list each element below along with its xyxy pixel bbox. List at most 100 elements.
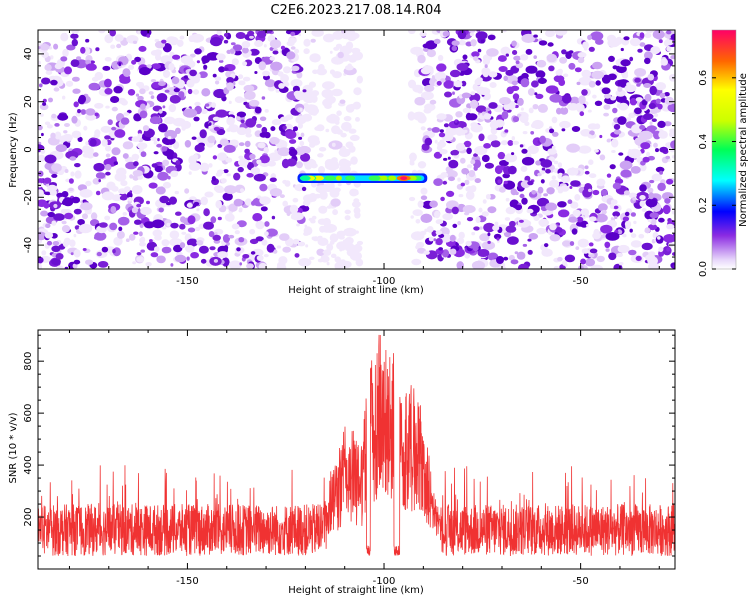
heatmap-cell xyxy=(639,42,646,47)
heatmap-cell xyxy=(76,56,82,60)
heatmap-cell xyxy=(635,97,643,102)
heatmap-cell xyxy=(291,79,298,87)
heatmap-cell xyxy=(502,173,511,179)
heatmap-cell xyxy=(330,198,341,207)
heatmap-cell xyxy=(253,173,266,182)
heatmap-cell xyxy=(231,58,239,66)
heatmap-cell xyxy=(151,81,160,89)
heatmap-cell xyxy=(503,75,509,82)
heatmap-cell xyxy=(435,230,443,236)
heatmap-cell xyxy=(436,80,442,86)
heatmap-cell xyxy=(71,196,81,204)
heatmap-cell xyxy=(527,238,532,242)
heatmap-cell xyxy=(229,48,235,54)
heatmap-cell xyxy=(629,98,638,106)
heatmap-cell xyxy=(487,240,491,244)
heatmap-cell xyxy=(348,145,356,153)
heatmap-cell xyxy=(449,234,456,242)
heatmap-cell xyxy=(118,226,123,232)
heatmap-cell xyxy=(77,136,83,142)
heatmap-cell xyxy=(189,69,198,77)
heatmap-cell xyxy=(264,109,269,113)
heatmap-cell xyxy=(317,218,327,225)
heatmap-cell xyxy=(149,239,153,243)
heatmap-cell xyxy=(518,263,529,269)
heatmap-cell xyxy=(140,249,145,253)
heatmap-cell xyxy=(261,239,268,246)
heatmap-cell xyxy=(349,134,360,141)
y-tick-label: 600 xyxy=(23,404,34,423)
heatmap-cell xyxy=(447,156,451,160)
heatmap-cell xyxy=(118,62,122,67)
heatmap-cell xyxy=(44,64,52,71)
heatmap-cell xyxy=(420,91,434,101)
heatmap-cell xyxy=(334,256,341,263)
heatmap-cell xyxy=(230,42,236,46)
heatmap-cell xyxy=(647,73,655,81)
heatmap-cell xyxy=(105,105,110,109)
heatmap-cell xyxy=(509,220,516,227)
heatmap-cell xyxy=(64,66,72,75)
signal-peak-core xyxy=(400,176,408,180)
heatmap-cell xyxy=(442,213,454,221)
heatmap-cell xyxy=(600,231,604,236)
heatmap-cell xyxy=(137,129,143,135)
figure-title: C2E6.2023.217.08.14.R04 xyxy=(270,3,441,18)
heatmap-cell xyxy=(156,93,168,103)
heatmap-cell xyxy=(198,71,208,79)
heatmap-cell xyxy=(409,162,415,166)
heatmap-cell xyxy=(580,208,590,216)
heatmap-cell xyxy=(223,67,229,71)
heatmap-cell xyxy=(672,252,675,256)
heatmap-cell xyxy=(576,216,584,223)
heatmap-cell xyxy=(156,255,166,264)
heatmap-cell xyxy=(344,209,351,215)
heatmap-cell xyxy=(470,39,477,47)
heatmap-cell xyxy=(173,88,180,93)
heatmap-cell xyxy=(444,91,452,98)
heatmap-cell xyxy=(499,160,509,167)
heatmap-cell xyxy=(113,86,123,94)
heatmap-cell xyxy=(460,157,466,164)
heatmap-cell xyxy=(275,88,280,93)
heatmap-cell xyxy=(93,152,99,157)
heatmap-cell xyxy=(549,179,560,188)
heatmap-cell xyxy=(598,203,608,212)
heatmap-cell xyxy=(478,133,485,142)
heatmap-cell xyxy=(82,152,90,158)
heatmap-cell xyxy=(74,163,81,168)
heatmap-cell xyxy=(570,201,579,209)
heatmap-cell xyxy=(479,226,483,230)
heatmap-cell xyxy=(54,63,63,70)
heatmap-cell xyxy=(297,122,303,129)
heatmap-cell xyxy=(519,193,525,199)
heatmap-cell xyxy=(335,263,341,268)
heatmap-cell xyxy=(95,172,106,179)
heatmap-cell xyxy=(70,33,79,39)
colorbar-gradient xyxy=(712,30,736,269)
heatmap-cell xyxy=(414,96,426,106)
heatmap-cell xyxy=(196,60,200,64)
snr-series-line xyxy=(38,334,675,557)
heatmap-cell xyxy=(161,239,170,247)
heatmap-cell xyxy=(267,152,282,162)
heatmap-cell xyxy=(658,130,668,139)
heatmap-cell xyxy=(555,69,563,76)
heatmap-cell xyxy=(599,154,606,161)
heatmap-cell xyxy=(514,104,519,109)
heatmap-cell xyxy=(179,35,185,40)
heatmap-cell xyxy=(82,213,88,220)
heatmap-cell xyxy=(39,103,49,111)
heatmap-cell xyxy=(562,240,571,247)
heatmap-cell xyxy=(503,180,508,185)
heatmap-cell xyxy=(258,61,267,71)
heatmap-cell xyxy=(233,172,241,181)
heatmap-cell xyxy=(234,230,240,235)
heatmap-cell xyxy=(164,89,170,93)
heatmap-cell xyxy=(551,145,556,150)
heatmap-cell xyxy=(559,120,571,129)
heatmap-cell xyxy=(629,37,641,47)
heatmap-cell xyxy=(617,86,623,92)
y-tick-label: 20 xyxy=(23,95,34,108)
heatmap-cell xyxy=(455,142,466,152)
